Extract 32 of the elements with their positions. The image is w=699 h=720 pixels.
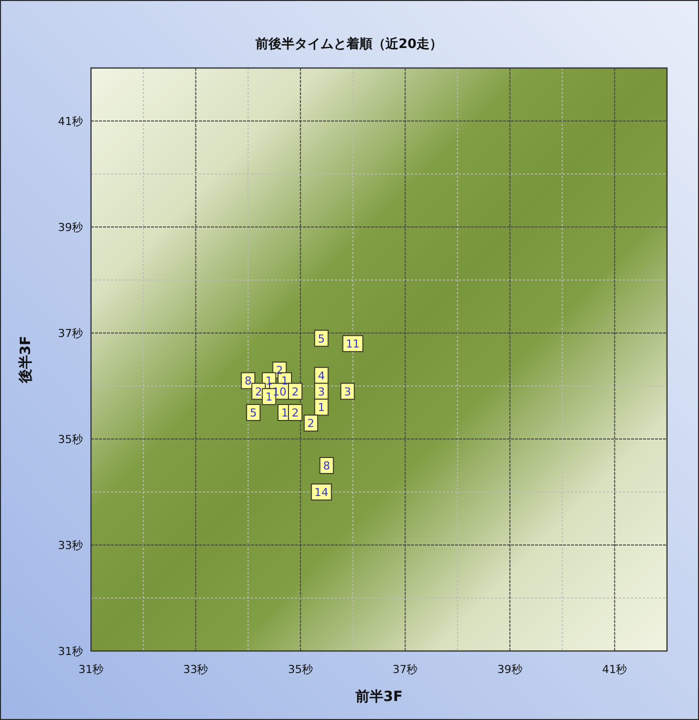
- annotation: 14: [314, 486, 328, 499]
- x-axis-title: 前半3F: [354, 689, 403, 705]
- annotation: 1: [266, 390, 273, 404]
- x-tick-label: 39秒: [497, 663, 522, 676]
- annotation: 2: [292, 385, 299, 398]
- y-tick-label: 31秒: [58, 644, 83, 658]
- annotation: 3: [318, 385, 325, 398]
- y-tick-label: 41秒: [58, 114, 83, 128]
- annotation: 2: [292, 406, 299, 420]
- x-tick-label: 31秒: [78, 663, 104, 676]
- annotation: 1: [318, 401, 325, 414]
- x-tick-label: 33秒: [183, 663, 208, 676]
- y-axis-title: 後半3F: [18, 336, 34, 384]
- annotation: 3: [344, 385, 352, 398]
- annotation: 5: [318, 332, 325, 346]
- x-tick-label: 37秒: [392, 663, 418, 676]
- annotation: 1: [281, 406, 288, 420]
- y-tick-label: 33秒: [58, 538, 83, 552]
- y-tick-label: 39秒: [58, 220, 83, 234]
- annotation: 4: [318, 369, 325, 382]
- x-tick-label: 41秒: [602, 663, 628, 676]
- annotation: 8: [244, 374, 252, 388]
- x-tick-label: 35秒: [288, 663, 313, 676]
- y-tick-label: 37秒: [58, 326, 83, 340]
- annotation: 2: [307, 417, 314, 430]
- annotation: 5: [250, 406, 257, 420]
- annotation: 2: [255, 385, 262, 398]
- annotation: 8: [323, 459, 330, 472]
- chart-title: 前後半タイムと着順（近20走）: [254, 36, 443, 52]
- annotation: 1: [266, 374, 273, 388]
- y-tick-label: 35秒: [58, 432, 83, 446]
- annotation: 11: [346, 338, 360, 351]
